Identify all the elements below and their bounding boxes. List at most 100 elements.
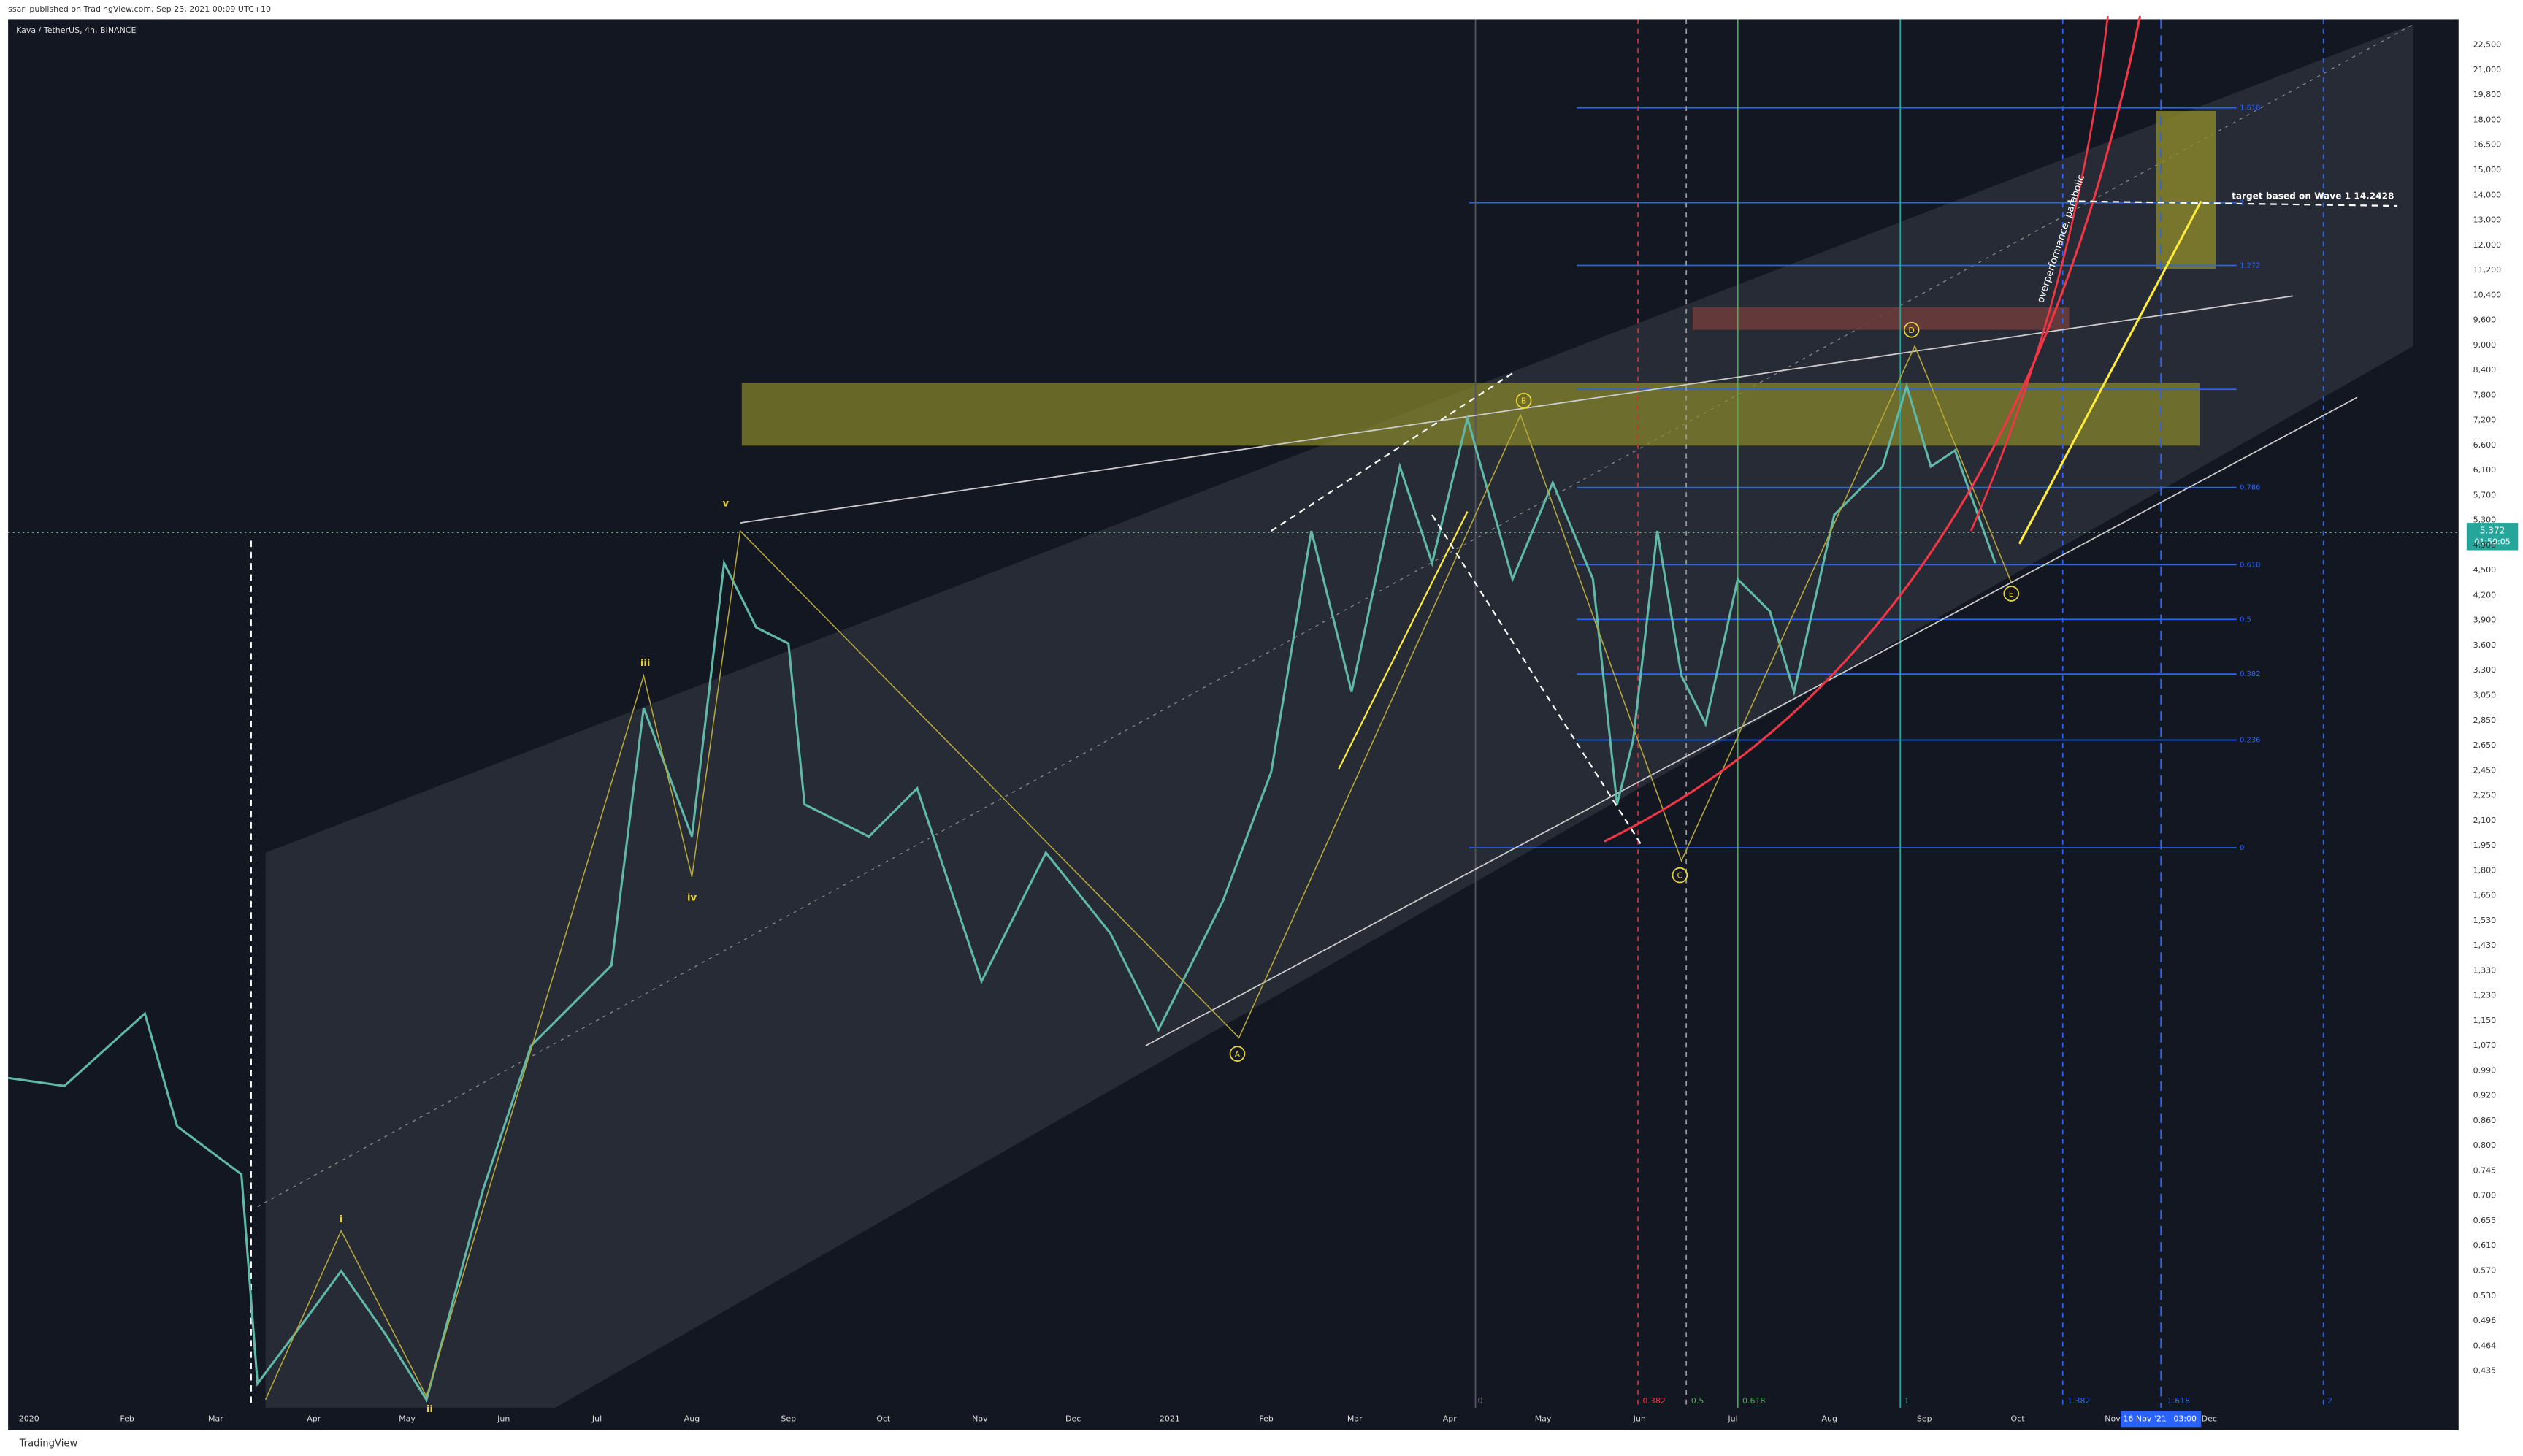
wave-label: D bbox=[1908, 326, 1914, 335]
last-price-tag bbox=[2466, 523, 2519, 551]
price-label: 0.655 bbox=[2473, 1216, 2497, 1225]
price-fib-label: 0.618 bbox=[2240, 561, 2260, 569]
price-label: 12,000 bbox=[2473, 240, 2501, 250]
time-label: Aug bbox=[684, 1414, 700, 1423]
arrow bbox=[1338, 511, 1469, 770]
price-label: 0.860 bbox=[2473, 1116, 2497, 1125]
wave-circle bbox=[1229, 1046, 1246, 1062]
time-label: Oct bbox=[876, 1414, 891, 1423]
time-label: Jul bbox=[591, 1414, 602, 1423]
price-label: 0.990 bbox=[2473, 1065, 2497, 1075]
price-label: 2,850 bbox=[2473, 716, 2497, 725]
wave-label: C bbox=[1677, 871, 1683, 881]
price-label: 0.435 bbox=[2473, 1366, 2497, 1376]
price-label: 9,000 bbox=[2473, 340, 2497, 350]
price-label: 15,000 bbox=[2473, 165, 2501, 175]
price-label: 6,100 bbox=[2473, 465, 2497, 475]
time-label: Mar bbox=[1347, 1414, 1363, 1423]
trendline bbox=[1145, 396, 2358, 1046]
wave-label: iii bbox=[640, 658, 651, 669]
channel bbox=[265, 24, 2414, 1408]
wave-label: v bbox=[722, 499, 729, 510]
price-label: 14,000 bbox=[2473, 190, 2501, 199]
time-label: Nov bbox=[972, 1414, 988, 1423]
time-fib-label: 0 bbox=[1478, 1396, 1483, 1406]
price-fib-label: 0.5 bbox=[2240, 616, 2251, 624]
time-fib-label: 0.382 bbox=[1642, 1396, 1666, 1406]
time-label: Dec bbox=[1065, 1414, 1081, 1423]
price-label: 0.700 bbox=[2473, 1191, 2497, 1200]
price-label: 1,070 bbox=[2473, 1041, 2497, 1050]
time-fib-label: 0.5 bbox=[1691, 1396, 1704, 1406]
wave-circle bbox=[1672, 867, 1688, 884]
price-label: 6,600 bbox=[2473, 440, 2497, 450]
price-label: 1,650 bbox=[2473, 891, 2497, 900]
price-label: 0.530 bbox=[2473, 1291, 2497, 1300]
time-label: Feb bbox=[1259, 1414, 1273, 1423]
price-label: 16,500 bbox=[2473, 140, 2501, 150]
parabola bbox=[1969, 15, 2109, 532]
dashed-line bbox=[1431, 514, 1642, 846]
time-label: 2020 bbox=[19, 1414, 39, 1423]
time-label: Sep bbox=[781, 1414, 796, 1423]
wave-circle bbox=[2003, 586, 2020, 602]
supply-zone bbox=[1692, 307, 2070, 330]
wave-label: ii bbox=[426, 1404, 433, 1415]
price-label: 7,200 bbox=[2473, 415, 2497, 425]
countdown: 01:50:05 bbox=[2474, 537, 2510, 547]
price-label: 22,500 bbox=[2473, 40, 2501, 50]
price-label: 0.745 bbox=[2473, 1165, 2497, 1175]
time-label: Apr bbox=[307, 1414, 321, 1423]
price-label: 13,000 bbox=[2473, 215, 2501, 225]
price-label: 21,000 bbox=[2473, 65, 2501, 74]
time-label: Nov bbox=[2105, 1414, 2121, 1423]
wave-label: E bbox=[2009, 589, 2014, 599]
wave-label: A bbox=[1235, 1049, 1241, 1059]
time-label: May bbox=[1535, 1414, 1552, 1423]
price-label: 3,600 bbox=[2473, 640, 2497, 650]
price-label: 0.920 bbox=[2473, 1091, 2497, 1100]
wave-circle bbox=[1903, 321, 1920, 338]
price-path bbox=[7, 382, 1996, 1403]
price-label: 0.800 bbox=[2473, 1141, 2497, 1150]
wave-label: iv bbox=[687, 892, 697, 903]
target-line bbox=[2067, 200, 2398, 207]
dashed-line bbox=[1271, 372, 1513, 532]
publish-info: ssarl published on TradingView.com, Sep … bbox=[8, 4, 271, 14]
price-fib-label: 0.382 bbox=[2240, 670, 2260, 678]
last-price: 5.372 bbox=[2480, 526, 2505, 536]
price-label: 1,230 bbox=[2473, 991, 2497, 1000]
time-fib-label: 1.618 bbox=[2167, 1396, 2191, 1406]
time-label: Jun bbox=[497, 1414, 510, 1423]
price-fib-label: 0 bbox=[2240, 844, 2244, 852]
price-label: 4,900 bbox=[2473, 540, 2497, 550]
time-label: Dec bbox=[2202, 1414, 2217, 1423]
price-label: 19,800 bbox=[2473, 90, 2501, 99]
price-label: 9,600 bbox=[2473, 315, 2497, 325]
wave-label: B bbox=[1521, 396, 1527, 406]
time-label: Oct bbox=[2011, 1414, 2026, 1423]
price-fib-label: 0.236 bbox=[2240, 737, 2260, 745]
price-fib-label: 0.786 bbox=[2240, 484, 2260, 492]
price-label: 3,900 bbox=[2473, 616, 2497, 625]
price-label: 1,430 bbox=[2473, 940, 2497, 950]
price-label: 2,100 bbox=[2473, 816, 2497, 825]
price-label: 1,950 bbox=[2473, 840, 2497, 850]
price-label: 2,250 bbox=[2473, 791, 2497, 800]
footer-brand: TradingView bbox=[19, 1438, 78, 1449]
price-label: 5,300 bbox=[2473, 516, 2497, 525]
price-label: 0.464 bbox=[2473, 1341, 2497, 1350]
price-label: 0.496 bbox=[2473, 1316, 2497, 1325]
price-label: 1,330 bbox=[2473, 965, 2497, 975]
price-label: 1,800 bbox=[2473, 865, 2497, 875]
time-label: May bbox=[399, 1414, 416, 1423]
price-fib-label: 1.618 bbox=[2240, 104, 2260, 112]
price-fib-label: 1.272 bbox=[2240, 262, 2260, 270]
time-fib-label: 2 bbox=[2327, 1396, 2332, 1406]
wave-circle bbox=[1515, 392, 1532, 409]
price-label: 0.570 bbox=[2473, 1266, 2497, 1276]
price-axis bbox=[2459, 19, 2523, 1430]
time-label: Jun bbox=[1633, 1414, 1646, 1423]
time-label: Aug bbox=[1822, 1414, 1837, 1423]
price-label: 18,000 bbox=[2473, 115, 2501, 124]
